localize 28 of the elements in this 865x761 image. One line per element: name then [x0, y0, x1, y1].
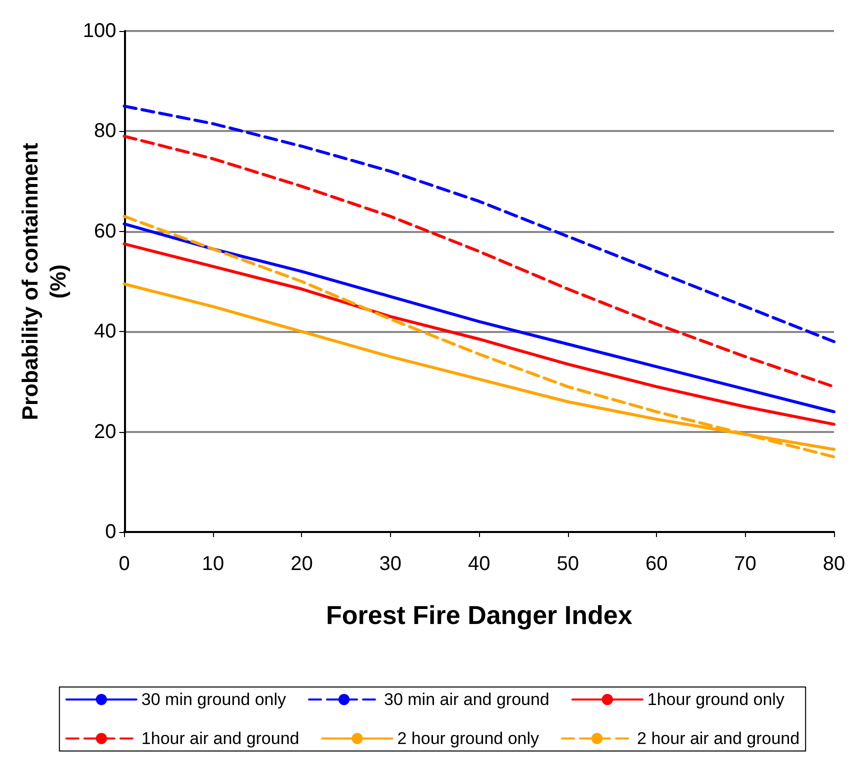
y-tick-label: 0	[105, 521, 116, 543]
line-series	[122, 104, 836, 344]
x-tick-label: 60	[645, 553, 668, 575]
x-tick-label: 20	[290, 553, 313, 575]
y-tick-label: 20	[94, 420, 116, 443]
line-series	[122, 242, 836, 426]
x-tick-label: 40	[468, 553, 490, 575]
legend-label: 1hour air and ground	[141, 729, 300, 748]
legend-label: 1hour ground only	[647, 690, 785, 709]
line-series	[122, 134, 836, 388]
y-axis-title: Probability of containment (%)	[18, 142, 70, 420]
y-tick-label: 80	[94, 120, 116, 142]
legend-label: 2 hour air and ground	[637, 729, 800, 748]
legend-label: 2 hour ground only	[397, 729, 540, 748]
y-tick-label: 60	[94, 220, 116, 242]
x-tick-label: 80	[822, 553, 846, 575]
line-series	[122, 214, 836, 458]
x-tick-label: 50	[556, 553, 579, 575]
legend-label: 30 min ground only	[141, 690, 287, 709]
y-tick-label: 100	[82, 20, 116, 42]
x-tick-label: 0	[118, 553, 130, 575]
line-series	[122, 222, 836, 414]
legend-label: 30 min air and ground	[384, 690, 550, 709]
x-tick-label: 70	[734, 553, 756, 575]
x-tick-label: 30	[379, 553, 402, 575]
x-tick-label: 10	[202, 553, 224, 575]
x-axis-title: Forest Fire Danger Index	[326, 600, 633, 630]
y-tick-label: 40	[94, 320, 116, 343]
